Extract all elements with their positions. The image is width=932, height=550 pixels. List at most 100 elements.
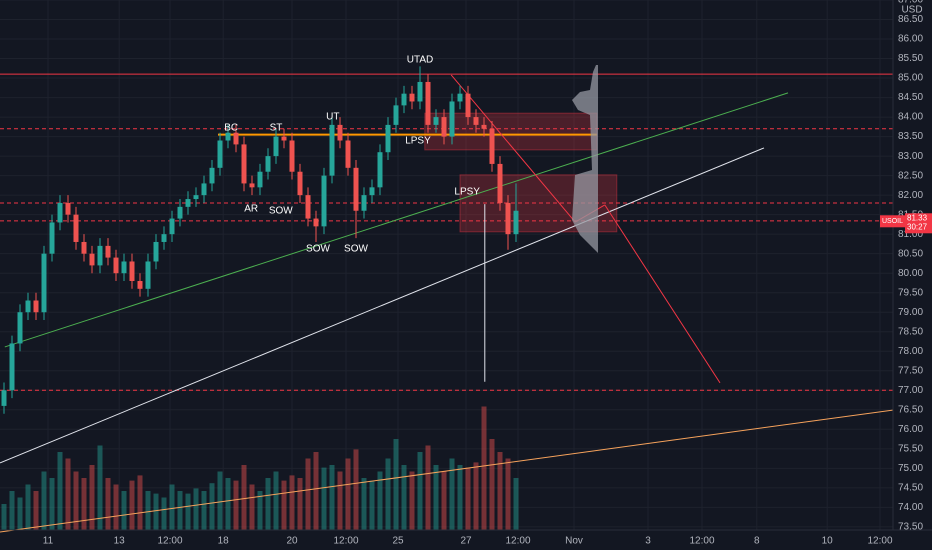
candle-body [113,257,119,274]
x-tick-label: 10 [822,536,834,547]
candle-body [1,390,7,406]
y-tick-label: 75.00 [898,463,923,474]
candle-body [321,175,327,227]
volume-bar [369,480,375,530]
candle-body [393,105,399,125]
volume-bar [337,471,343,530]
candle-body [105,245,111,258]
wyckoff-label: UT [326,112,339,123]
volume-bar [25,484,31,530]
candle-body [185,199,191,207]
annotations: BC ST UT UTAD LPSY LPSY AR SOW SOW SOW [224,55,480,255]
volume-bar [225,478,231,530]
volume [1,406,519,530]
volume-bar [49,478,55,530]
x-tick-label: 11 [43,536,54,547]
candle-body [449,101,455,137]
symbol-tag [880,215,906,228]
volume-bar [281,480,287,530]
candle-body [169,218,175,235]
volume-bar [249,484,255,530]
y-tick-label: 85.00 [898,73,923,84]
y-tick-label: 77.50 [898,365,923,376]
volume-bar [1,504,7,530]
volume-bar [361,478,367,530]
candle-body [481,124,487,129]
volume-bar [105,478,111,530]
wyckoff-label: BC [224,123,238,134]
y-tick-label: 83.00 [898,151,923,162]
y-tick-label: 84.00 [898,112,923,123]
volume-bar [177,491,183,530]
y-tick-label: 81.00 [898,229,923,240]
volume-bar [393,439,399,530]
trend-line [450,74,576,223]
candle-body [297,171,303,196]
volume-bar [345,458,351,530]
wyckoff-label: SOW [306,244,330,255]
candle-body [345,140,351,168]
candle-body [265,156,271,172]
candle-body [201,183,207,196]
y-tick-label: 73.50 [898,522,923,533]
volume-bar [65,458,71,530]
candle-body [289,140,295,172]
candle-body [153,241,159,262]
x-tick-label: 13 [114,536,126,547]
volume-bar [145,491,151,530]
candle-body [433,117,439,125]
volume-bar [513,478,519,530]
candle-body [81,241,87,254]
candle-body [353,167,359,211]
candle-body [313,218,319,227]
volume-bar [265,478,271,530]
volume-bar [417,452,423,530]
volume-bar [433,465,439,530]
candle-body [329,124,335,176]
symbol-label: USOIL [882,218,903,225]
volume-bar [353,449,359,530]
candle-body [9,343,15,391]
trend-line [604,204,721,384]
candle-body [241,144,247,184]
volume-bar [209,483,215,530]
axes: 73.50 74.00 74.50 75.00 75.50 76.00 76.50 77.00… [43,0,924,547]
y-tick-label: 76.00 [898,424,923,435]
volume-bar [305,458,311,530]
volume-bar [57,452,63,530]
candle-body [49,222,55,254]
volume-bar [489,439,495,530]
wyckoff-label: SOW [344,244,368,255]
y-tick-label: 84.50 [898,92,923,103]
candle-body [273,136,279,157]
candle-body [369,187,375,196]
x-tick-label: 12:00 [689,536,714,547]
candle-body [457,93,463,102]
candle-body [401,93,407,106]
candle-body [65,202,71,215]
volume-bar [73,471,79,530]
y-tick-label: 79.00 [898,307,923,318]
y-tick-label: 83.50 [898,131,923,142]
y-tick-label: 87.00 [898,0,923,6]
x-tick-label: 12:00 [505,536,530,547]
y-tick-label: 78.50 [898,326,923,337]
volume-bar [385,458,391,530]
candle-body [489,128,495,164]
candle-body [257,171,263,188]
volume-bar [241,465,247,530]
volume-bar [129,480,135,530]
volume-bar [89,465,95,530]
candle-body [137,281,143,289]
y-tick-label: 76.50 [898,404,923,415]
y-tick-label: 77.00 [898,385,923,396]
wyckoff-label: LPSY [405,136,431,147]
volume-bar [97,445,103,530]
currency: USD [901,5,922,16]
candle-body [225,132,231,141]
volume-bar [321,467,327,530]
candle-body [209,167,215,184]
candle-body [177,206,183,219]
candle-body [73,214,79,242]
volume-bar [505,458,511,530]
